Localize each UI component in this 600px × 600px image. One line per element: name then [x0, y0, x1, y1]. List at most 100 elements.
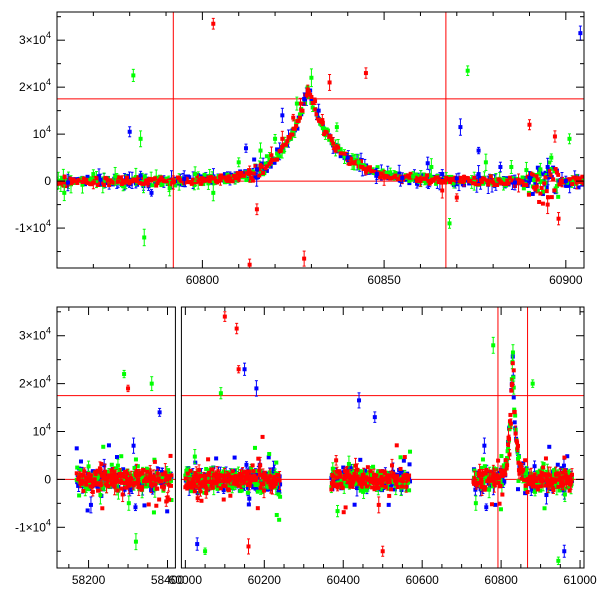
- red-light-curve-point: [479, 179, 484, 184]
- green-light-curve-point: [274, 460, 279, 465]
- red-light-curve-point: [228, 176, 233, 181]
- red-light-curve-point: [106, 484, 111, 489]
- red-light-curve-point: [343, 151, 348, 156]
- red-light-curve-point: [60, 180, 65, 185]
- red-light-curve-point: [552, 188, 557, 193]
- green-light-curve-point: [119, 454, 124, 459]
- red-light-curve-point: [255, 506, 260, 511]
- red-light-curve-point: [247, 168, 252, 173]
- green-light-curve-point: [173, 183, 178, 188]
- red-light-curve-point: [413, 175, 418, 180]
- red-light-curve-point: [161, 485, 166, 490]
- red-series-point: [313, 99, 318, 104]
- green-light-curve-point: [109, 462, 114, 467]
- green-light-curve-point: [498, 507, 503, 512]
- red-light-curve-point: [348, 484, 353, 489]
- red-light-curve-point: [379, 171, 384, 176]
- red-light-curve-point: [262, 471, 267, 476]
- green-light-curve-point: [160, 182, 165, 187]
- red-light-curve-point: [260, 434, 265, 439]
- red-light-curve-point: [206, 175, 211, 180]
- blue-light-curve-point: [203, 174, 208, 179]
- red-light-curve-point: [252, 171, 257, 176]
- green-light-curve-point: [310, 105, 315, 110]
- x-tick-label: 60850: [367, 273, 401, 287]
- green-series-point: [236, 160, 241, 165]
- blue-light-curve-point: [576, 185, 581, 190]
- green-light-curve-point: [562, 492, 567, 497]
- red-light-curve-point: [332, 482, 337, 487]
- green-light-curve-point: [146, 481, 151, 486]
- red-light-curve-point: [486, 182, 491, 187]
- blue-light-curve-point: [244, 462, 249, 467]
- red-light-curve-point: [166, 482, 171, 487]
- green-light-curve-point: [513, 413, 518, 418]
- red-light-curve-point: [226, 488, 231, 493]
- green-light-curve-point: [215, 486, 220, 491]
- top-light-curve-panel: 3×104 2×104 104 0 -1×104 60800 60850 60900: [15, 11, 585, 287]
- red-light-curve-point: [218, 486, 223, 491]
- blue-light-curve-point: [233, 468, 238, 473]
- red-light-curve-point: [158, 177, 163, 182]
- red-light-curve-point: [96, 488, 101, 493]
- green-light-curve-point: [516, 454, 521, 459]
- red-series-point: [200, 179, 205, 184]
- red-light-curve-point: [76, 178, 81, 183]
- green-series-point: [447, 221, 452, 226]
- red-light-curve-point: [376, 502, 381, 507]
- red-light-curve-point: [115, 488, 120, 493]
- blue-light-curve-point: [131, 443, 136, 448]
- red-light-curve-point: [387, 493, 392, 498]
- green-light-curve-point: [189, 489, 194, 494]
- red-light-curve-point: [533, 187, 538, 192]
- red-light-curve-point: [268, 474, 273, 479]
- green-light-curve-point: [523, 486, 528, 491]
- blue-light-curve-point: [467, 181, 472, 186]
- red-light-curve-point: [117, 471, 122, 476]
- red-light-curve-point: [193, 180, 198, 185]
- red-light-curve-point: [144, 476, 149, 481]
- green-light-curve-point: [139, 476, 144, 481]
- red-light-curve-point: [210, 176, 215, 181]
- red-light-curve-point: [390, 463, 395, 468]
- red-light-curve-point: [537, 199, 542, 204]
- green-light-curve-point: [385, 170, 390, 175]
- green-light-curve-point: [505, 449, 510, 454]
- red-light-curve-point: [378, 175, 383, 180]
- blue-light-curve-point: [165, 509, 170, 514]
- green-light-curve-point: [472, 468, 477, 473]
- green-light-curve-point: [408, 449, 413, 454]
- green-light-curve-point: [95, 178, 100, 183]
- red-light-curve-point: [155, 471, 160, 476]
- red-light-curve-point: [304, 94, 309, 99]
- blue-light-curve-point: [512, 420, 517, 425]
- green-light-curve-point: [240, 483, 245, 488]
- red-light-curve-point: [114, 475, 119, 480]
- red-light-curve-point: [335, 485, 340, 490]
- red-light-curve-point: [544, 189, 549, 194]
- red-light-curve-point: [543, 175, 548, 180]
- red-light-curve-point: [99, 181, 104, 186]
- blue-series-point: [476, 172, 481, 177]
- green-series-point: [309, 75, 314, 80]
- red-light-curve-point: [99, 462, 104, 467]
- red-light-curve-point: [290, 132, 295, 137]
- red-light-curve-point: [84, 177, 89, 182]
- green-light-curve-point: [545, 469, 550, 474]
- red-light-curve-point: [125, 471, 130, 476]
- red-light-curve-point: [263, 166, 268, 171]
- green-light-curve-point: [566, 485, 571, 490]
- y-tick-label: 0: [44, 174, 51, 188]
- blue-light-curve-point: [275, 147, 280, 152]
- red-light-curve-point: [425, 173, 430, 178]
- green-light-curve-point: [451, 180, 456, 185]
- red-light-curve-point: [287, 135, 292, 140]
- red-series-point: [327, 80, 332, 85]
- blue-series-point: [476, 148, 481, 153]
- red-light-curve-point: [343, 505, 348, 510]
- red-light-curve-point: [341, 510, 346, 515]
- red-light-curve-point: [201, 480, 206, 485]
- green-light-curve-point: [535, 188, 540, 193]
- red-light-curve-point: [315, 116, 320, 121]
- red-light-curve-point: [492, 182, 497, 187]
